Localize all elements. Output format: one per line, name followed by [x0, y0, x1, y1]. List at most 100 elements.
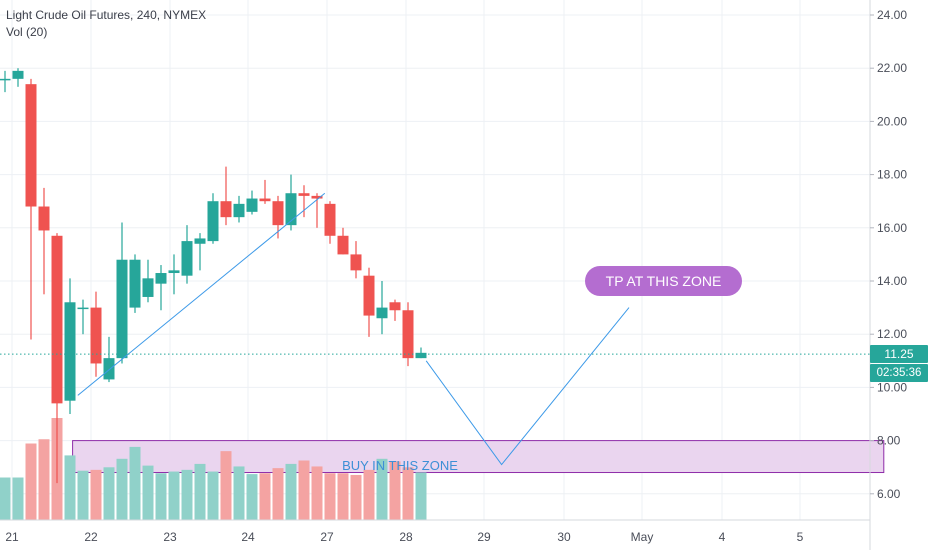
candle: [363, 267, 375, 337]
candle-body: [220, 201, 232, 218]
candle: [142, 259, 154, 303]
candle: [168, 254, 180, 295]
candle: [155, 265, 167, 311]
volume-bar: [155, 473, 167, 520]
projection-path[interactable]: [425, 307, 630, 466]
volume-bar: [64, 455, 76, 520]
x-tick-label: 21: [5, 530, 19, 544]
axes: 24.00 22.00 20.00 18.00 16.00 14.00 12.00 10.00…: [0, 0, 907, 550]
candle-body: [272, 201, 284, 226]
volume-bar: [259, 473, 271, 520]
candle-body: [181, 241, 193, 276]
candle: [376, 281, 388, 335]
y-tick-label: 24.00: [877, 8, 907, 22]
candle: [220, 166, 232, 226]
volume-bar: [415, 472, 427, 520]
volume-bar: [324, 473, 336, 520]
candle: [181, 225, 193, 284]
volume-bar: [285, 463, 297, 520]
candle: [0, 70, 11, 93]
rising-trendline[interactable]: [77, 192, 326, 396]
candle: [207, 193, 219, 244]
candle: [194, 233, 206, 271]
volume-bar: [90, 469, 102, 520]
candle-body: [376, 307, 388, 319]
volume-bar: [246, 474, 258, 520]
candle: [90, 291, 102, 377]
volume-bar: [0, 477, 11, 520]
x-tick-label: 5: [797, 530, 804, 544]
volume-bar: [207, 471, 219, 520]
y-tick-label: 20.00: [877, 114, 907, 128]
y-tick-label: 16.00: [877, 221, 907, 235]
volume-bar: [142, 465, 154, 520]
y-tick-label: 22.00: [877, 61, 907, 75]
y-tick-label: 18.00: [877, 168, 907, 182]
candle: [389, 299, 401, 321]
x-tick-label: 28: [399, 530, 413, 544]
candle: [116, 222, 128, 364]
candle-body: [38, 206, 50, 231]
candle: [233, 195, 245, 223]
candle-body: [155, 273, 167, 284]
candle-body: [363, 275, 375, 316]
volume-bar: [350, 474, 362, 520]
x-tick-label: 27: [320, 530, 334, 544]
volume-bar: [402, 467, 414, 520]
candle-body: [259, 198, 271, 202]
tp-callout[interactable]: TP AT THIS ZONE: [585, 266, 742, 296]
candle: [25, 78, 37, 340]
candle-body: [51, 235, 63, 404]
candle-body: [337, 235, 349, 255]
volume-indicator-label[interactable]: Vol (20): [6, 25, 48, 39]
chart-legend: Light Crude Oil Futures, 240, NYMEX Vol …: [6, 7, 206, 41]
volume-bar: [363, 469, 375, 520]
buy-zone-rectangle[interactable]: [72, 440, 885, 474]
volume-bar: [12, 477, 24, 520]
volume-bar: [38, 439, 50, 520]
y-tick-label: 10.00: [877, 380, 907, 394]
candlestick-series: [0, 68, 427, 484]
x-tick-label: 4: [719, 530, 726, 544]
candle: [12, 68, 24, 87]
volume-bar: [233, 466, 245, 520]
symbol-title[interactable]: Light Crude Oil Futures, 240, NYMEX: [6, 8, 207, 22]
candle-body: [0, 78, 11, 81]
y-tick-label: 6.00: [877, 487, 901, 501]
volume-bar: [168, 471, 180, 520]
x-tick-label: May: [631, 530, 654, 544]
candle-body: [324, 203, 336, 236]
bar-countdown-tag: 02:35:36: [870, 364, 928, 382]
candle: [103, 336, 115, 383]
x-tick-label: 23: [163, 530, 177, 544]
candle-body: [129, 259, 141, 308]
candle-body: [350, 254, 362, 271]
volume-bar: [376, 458, 388, 520]
x-tick-label: 24: [241, 530, 255, 544]
candle-body: [77, 307, 89, 310]
candle-body: [311, 195, 323, 199]
candle-body: [64, 302, 76, 401]
candle: [259, 179, 271, 204]
buy-zone[interactable]: [72, 440, 885, 474]
candle: [415, 347, 427, 359]
candle: [246, 190, 258, 215]
candle: [298, 185, 310, 218]
candle: [402, 302, 414, 367]
candle-body: [389, 302, 401, 311]
candle-body: [415, 352, 427, 359]
candle-body: [25, 84, 37, 207]
buy-zone-label[interactable]: BUY IN THIS ZONE: [342, 458, 458, 473]
drawing-tools[interactable]: [0, 192, 870, 466]
candle: [129, 254, 141, 313]
candle-body: [142, 278, 154, 297]
candle-body: [103, 358, 115, 380]
candle-body: [298, 193, 310, 196]
candle: [64, 278, 76, 414]
candle-body: [285, 193, 297, 226]
volume-bar: [25, 443, 37, 520]
candle: [350, 241, 362, 279]
volume-bar: [103, 467, 115, 520]
